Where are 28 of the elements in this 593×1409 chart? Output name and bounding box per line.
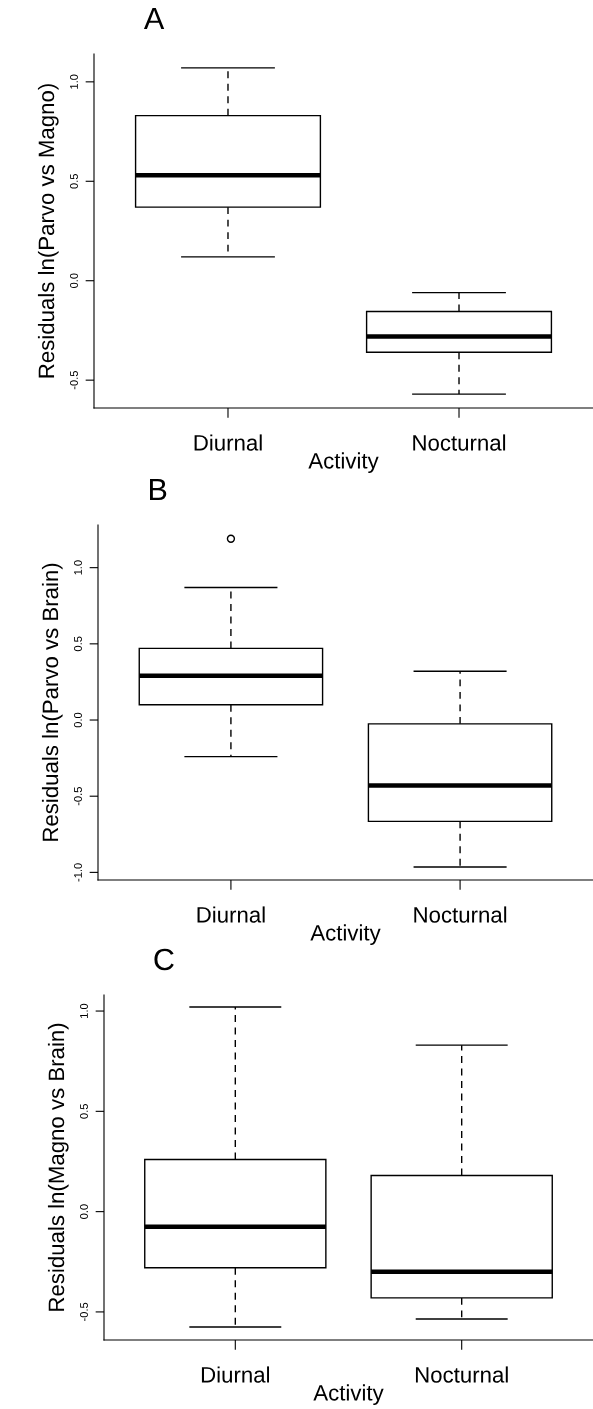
x-tick-label: Nocturnal [414,906,507,923]
y-tick-label: -0.5 [70,371,78,390]
y-tick-label: 1.0 [80,1003,88,1018]
x-tick-label: Diurnal [194,434,262,451]
y-tick-label: 1.0 [74,560,82,575]
chart-title: A [143,7,165,29]
chart-title: C [154,948,174,971]
x-tick-label: Nocturnal [413,434,506,451]
y-tick-label: -1.0 [74,863,82,882]
y-tick-label: -0.5 [74,787,82,806]
y-tick-label: 0.5 [80,1104,88,1119]
x-tick-label: Diurnal [201,1366,270,1383]
y-tick-label: 0.0 [70,273,78,289]
x-axis-title: Activity [310,924,381,946]
y-tick-label: 0.0 [74,712,82,728]
x-axis-title: Activity [313,1384,384,1406]
x-axis-title: Activity [308,452,379,474]
y-tick-label: 0.0 [80,1204,88,1219]
y-tick-label: 0.5 [70,174,78,189]
chart-title: B [150,478,167,500]
y-tick-label: -0.5 [80,1302,88,1321]
y-tick-label: 0.5 [74,636,82,652]
x-tick-label: Nocturnal [415,1366,508,1383]
y-axis-title: Residuals ln(Parvo vs Magno) [37,84,59,378]
y-axis-title: Residuals ln(Parvo vs Brain) [41,563,63,841]
x-tick-label: Diurnal [197,906,265,923]
y-axis-title: Residuals ln(Magno vs Brain) [47,1023,69,1311]
y-tick-label: 1.0 [70,74,78,89]
